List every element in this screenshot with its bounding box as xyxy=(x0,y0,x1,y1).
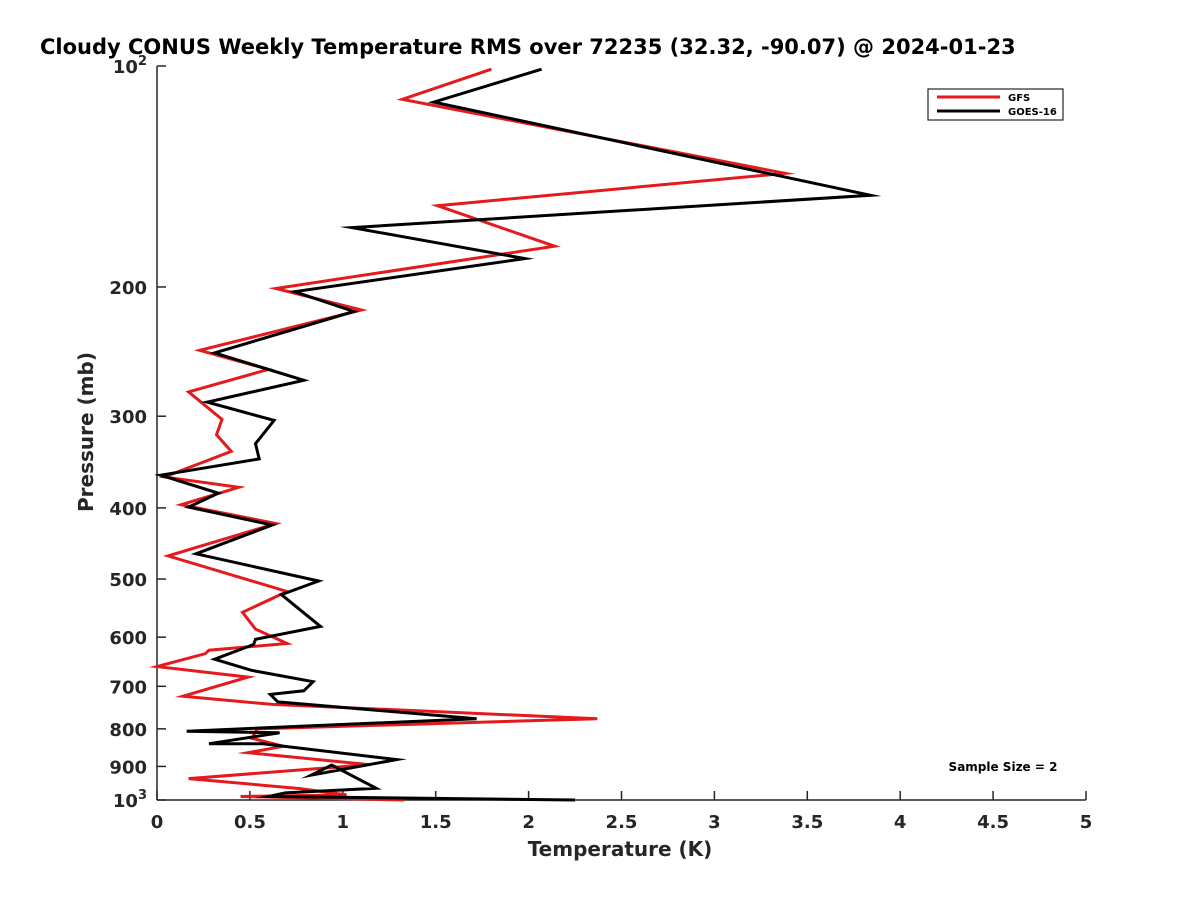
y-tick-label: 400 xyxy=(109,499,147,520)
x-tick-label: 3 xyxy=(708,812,721,833)
y-tick-label: 103 xyxy=(113,788,147,812)
y-tick-label: 800 xyxy=(109,720,147,741)
legend-box xyxy=(927,88,1064,121)
series-layer xyxy=(148,67,882,802)
x-tick-label: 2 xyxy=(522,812,535,833)
y-tick-label: 200 xyxy=(109,278,147,299)
y-tick-label: 300 xyxy=(109,407,147,428)
sample-size-annotation: Sample Size = 2 xyxy=(949,760,1058,774)
x-tick-label: 0.5 xyxy=(234,812,266,833)
y-tick-label: 102 xyxy=(113,54,147,78)
legend-label: GOES-16 xyxy=(1008,107,1057,118)
x-tick-label: 1.5 xyxy=(420,812,452,833)
series-line-goes-16 xyxy=(154,67,882,802)
y-axis-ticks: 102 200 300 400 500 600 700 800 900 103 xyxy=(109,54,166,812)
y-tick-label: 500 xyxy=(109,570,147,591)
y-tick-label: 700 xyxy=(109,677,147,698)
plot-area xyxy=(156,66,1086,801)
y-tick-label: 600 xyxy=(109,628,147,649)
x-tick-label: 1 xyxy=(337,812,350,833)
x-tick-label: 4.5 xyxy=(977,812,1009,833)
x-axis-ticks: 0 0.5 1 1.5 2 2.5 3 3.5 4 4.5 5 xyxy=(151,791,1093,833)
x-tick-label: 4 xyxy=(894,812,907,833)
legend: GFS GOES-16 xyxy=(927,88,1064,121)
series-line-gfs xyxy=(148,67,796,802)
legend-label: GFS xyxy=(1008,93,1030,104)
x-tick-label: 2.5 xyxy=(606,812,638,833)
chart-title: Cloudy CONUS Weekly Temperature RMS over… xyxy=(40,35,1016,59)
x-axis-label: Temperature (K) xyxy=(528,837,713,861)
x-tick-label: 0 xyxy=(151,812,164,833)
y-tick-label: 900 xyxy=(109,757,147,778)
y-axis-label: Pressure (mb) xyxy=(74,352,98,512)
x-tick-label: 5 xyxy=(1080,812,1093,833)
x-tick-label: 3.5 xyxy=(791,812,823,833)
